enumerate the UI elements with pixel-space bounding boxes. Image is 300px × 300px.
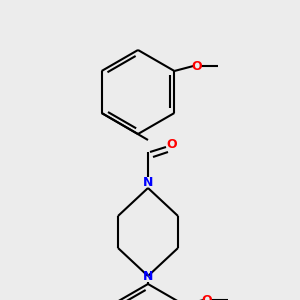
- Text: O: O: [167, 139, 177, 152]
- Text: O: O: [191, 59, 202, 73]
- Text: N: N: [143, 269, 153, 283]
- Text: O: O: [201, 293, 212, 300]
- Text: N: N: [143, 176, 153, 188]
